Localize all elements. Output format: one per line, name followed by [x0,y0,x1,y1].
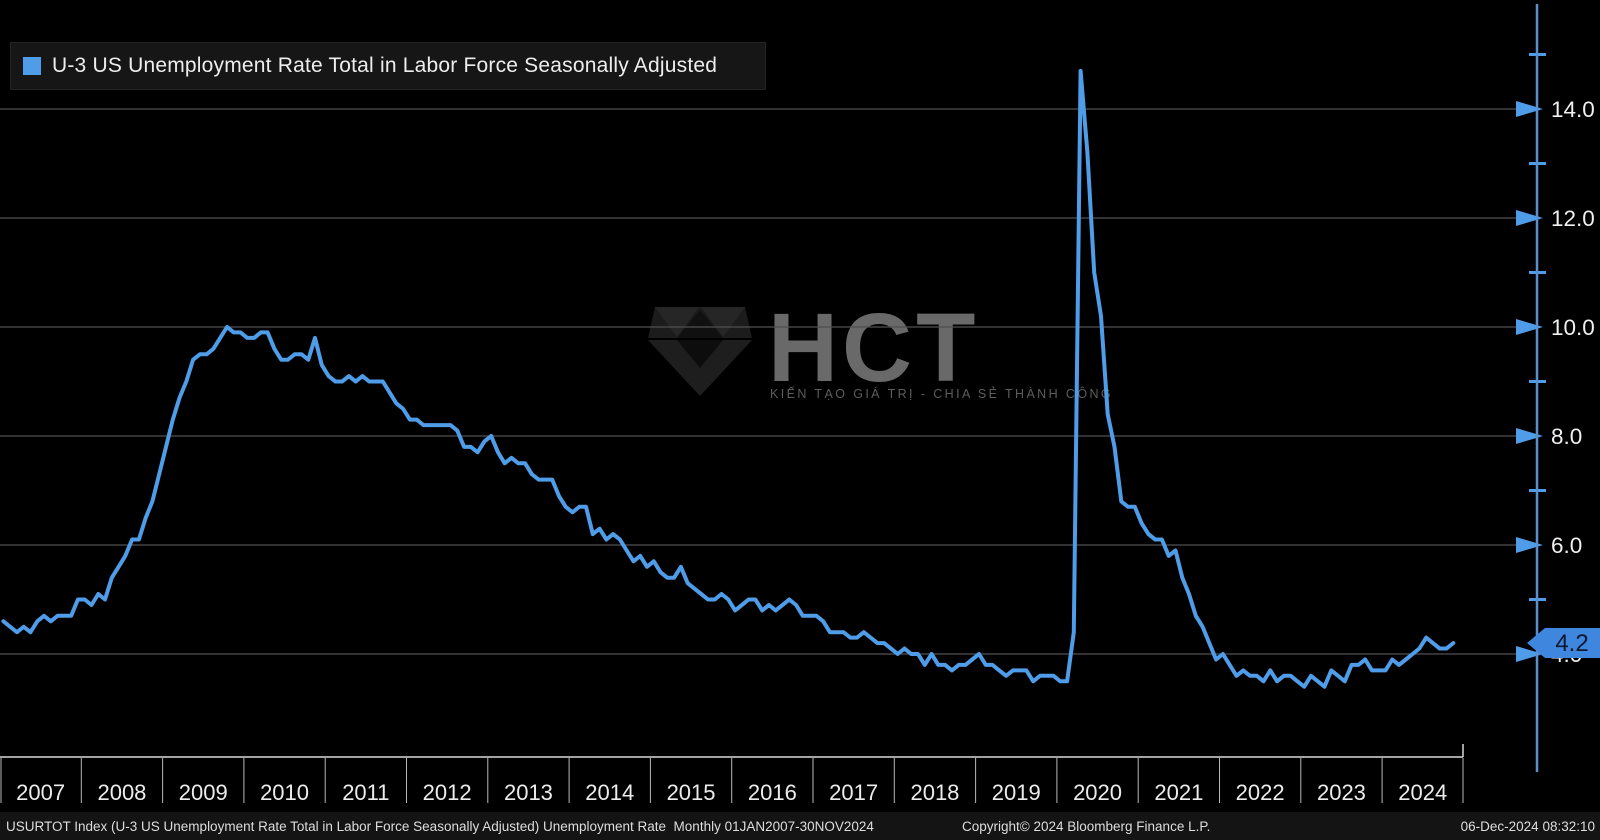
x-axis-layer: 2007 2008 2009 2010 2011 2012 2013 2014 2015 2016… [0,758,1464,805]
x-tick-label: 2022 [1236,780,1285,805]
watermark-diamond-icon [648,307,752,396]
x-tick-label: 2020 [1073,780,1122,805]
watermark-text: HCT [768,293,979,402]
y-tick-label: 10.0 [1551,315,1595,340]
grid-layer: 14.012.010.08.06.04.0 [0,53,1595,667]
y-tick-arrow-icon [1516,646,1543,662]
last-price-badge-arrow [1527,628,1600,658]
watermark-tagline: KIẾN TẠO GIÁ TRỊ - CHIA SẺ THÀNH CÔNG [770,386,1113,401]
y-tick-label: 8.0 [1551,424,1582,449]
x-tick-label: 2014 [585,780,634,805]
x-tick-label: 2016 [748,780,797,805]
y-tick-label: 6.0 [1551,533,1582,558]
x-tick-label: 2019 [992,780,1041,805]
x-tick-label: 2021 [1154,780,1203,805]
status-timestamp: 06-Dec-2024 08:32:10 [1460,819,1595,834]
y-tick-label: 14.0 [1551,97,1595,122]
x-tick-label: 2023 [1317,780,1366,805]
x-tick-label: 2012 [423,780,472,805]
legend-label: U-3 US Unemployment Rate Total in Labor … [52,54,718,77]
x-tick-label: 2018 [910,780,959,805]
last-price-badge: 4.2 [1527,628,1600,658]
x-tick-label: 2013 [504,780,553,805]
x-tick-label: 2008 [97,780,146,805]
y-tick-label: 12.0 [1551,206,1595,231]
x-tick-label: 2015 [667,780,716,805]
x-tick-label: 2017 [829,780,878,805]
x-tick-label: 2010 [260,780,309,805]
y-tick-arrow-icon [1516,101,1543,117]
y-tick-arrow-icon [1516,210,1543,226]
legend-swatch-icon [23,57,41,75]
x-tick-label: 2007 [16,780,65,805]
series-line[interactable] [1,68,1456,689]
status-bar: USURTOT Index (U-3 US Unemployment Rate … [0,812,1600,840]
y-tick-arrow-icon [1516,537,1543,553]
y-tick-arrow-icon [1516,319,1543,335]
x-tick-label: 2011 [342,780,389,805]
watermark: HCT KIẾN TẠO GIÁ TRỊ - CHIA SẺ THÀNH CÔN… [648,293,1113,402]
legend: U-3 US Unemployment Rate Total in Labor … [10,42,766,90]
series-layer [1,68,1456,689]
x-tick-label: 2024 [1398,780,1447,805]
status-copyright: Copyright© 2024 Bloomberg Finance L.P. [962,819,1211,834]
last-price-badge-value: 4.2 [1555,630,1588,657]
status-ticker-description: USURTOT Index (U-3 US Unemployment Rate … [6,819,874,834]
y-tick-arrow-icon [1516,428,1543,444]
x-tick-label: 2009 [179,780,228,805]
